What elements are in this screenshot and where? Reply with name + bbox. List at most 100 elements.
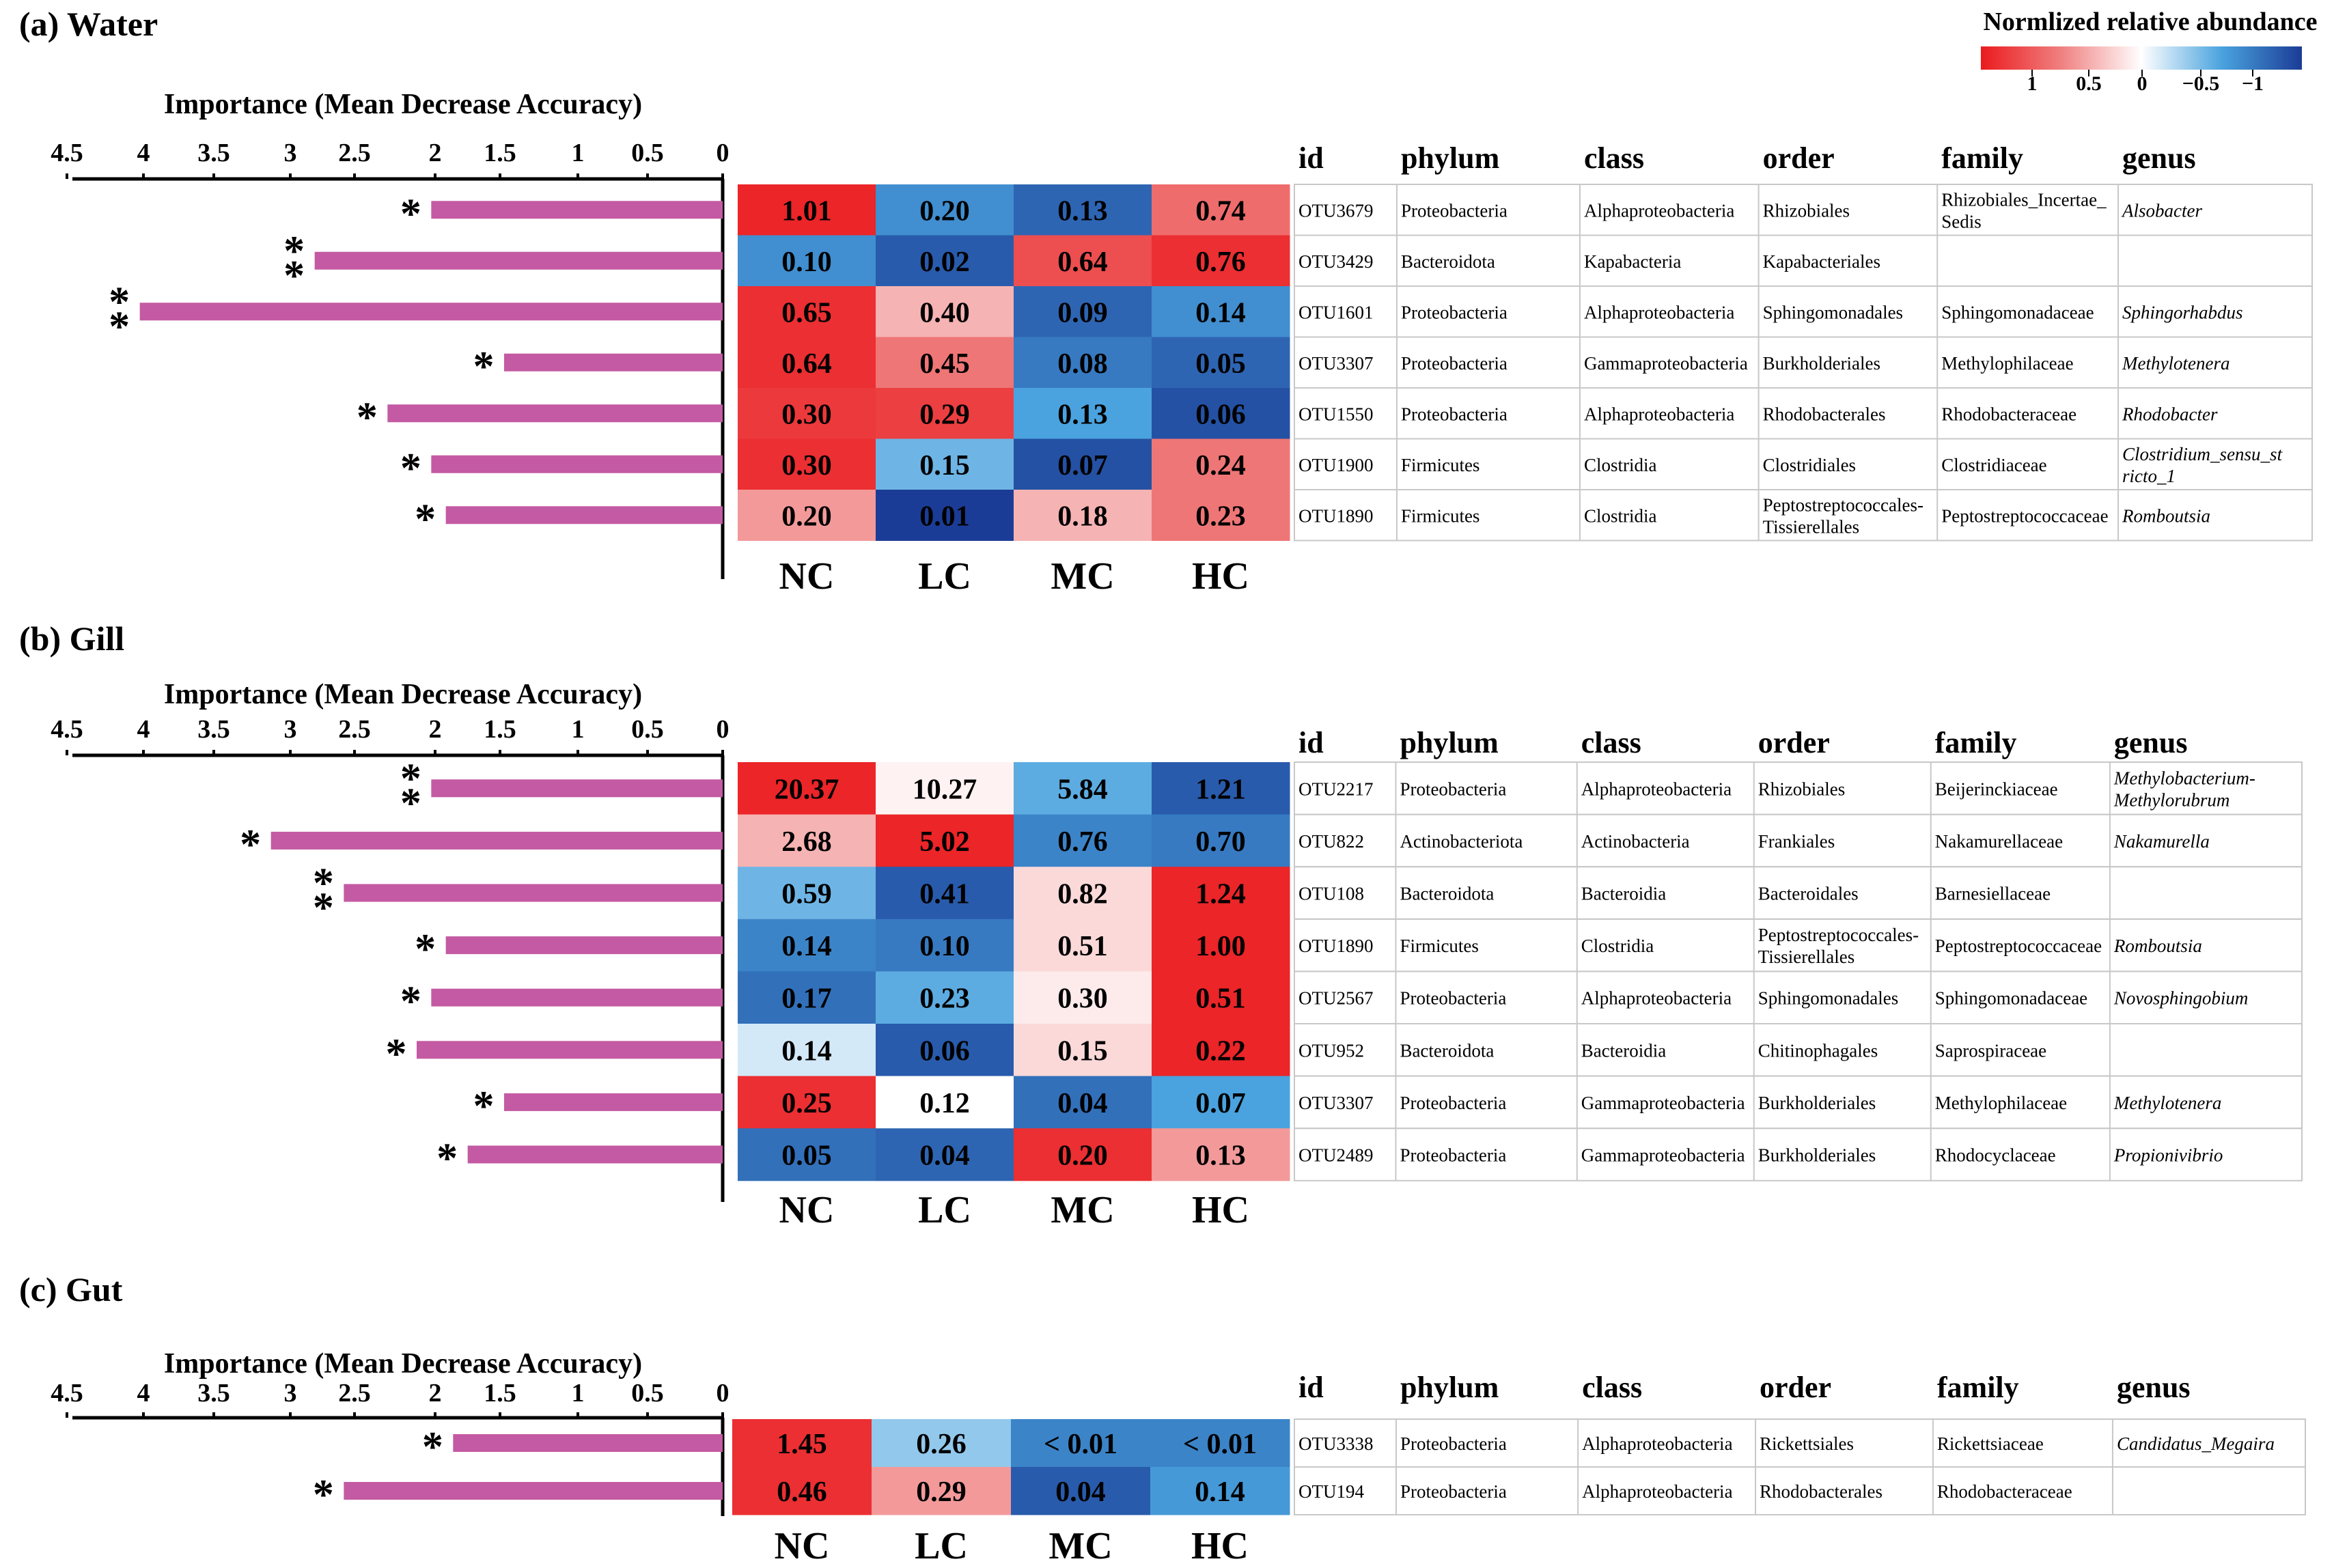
heatmap-cell — [738, 971, 876, 1024]
heatmap-value: 0.14 — [781, 1035, 832, 1067]
panel-gill: (b) Gill Importance (Mean Decrease Accura… — [19, 619, 2303, 1231]
x-tick-label: 2.5 — [338, 715, 371, 744]
heatmap-value: < 0.01 — [1044, 1429, 1117, 1460]
heatmap-cell — [1014, 971, 1152, 1024]
heatmap-cell — [1014, 388, 1152, 439]
heatmap-cell — [738, 1076, 876, 1129]
heatmap-cell — [1152, 337, 1290, 389]
heatmap-value: 0.51 — [1057, 931, 1108, 962]
heatmap-column-label: HC — [1192, 555, 1249, 598]
x-tick-label: 1 — [572, 139, 585, 167]
heatmap-value: 0.10 — [919, 931, 970, 962]
panel-label: (c) Gut — [19, 1270, 123, 1308]
table-header-class: class — [1581, 726, 1641, 759]
heatmap-value: 1.00 — [1195, 931, 1246, 962]
heatmap-value: 0.65 — [781, 297, 832, 328]
x-tick-label: 0.5 — [631, 715, 664, 744]
table-header-family: family — [1937, 1371, 2019, 1404]
table-cell-class: Bacteroidia — [1581, 884, 1666, 904]
panel-label: (a) Water — [19, 5, 158, 43]
importance-bar — [453, 1434, 723, 1452]
significance-star: * — [240, 822, 261, 868]
heatmap-cell — [738, 1128, 876, 1181]
x-tick-label: 3 — [284, 139, 297, 167]
table-cell-family: Clostridiaceae — [1941, 455, 2046, 475]
table-cell-id: OTU194 — [1298, 1481, 1364, 1502]
heatmap-cell — [876, 388, 1014, 439]
heatmap-cell — [872, 1419, 1012, 1468]
table-header-phylum: phylum — [1400, 1371, 1499, 1404]
panel-gut: (c) Gut Importance (Mean Decrease Accurac… — [19, 1270, 2306, 1567]
heatmap-cell — [1152, 867, 1290, 920]
table-cell-genus: Methylobacterium-Methylorubrum — [2113, 768, 2255, 810]
heatmap-cell — [1014, 286, 1152, 337]
table-cell-genus: Alsobacter — [2121, 200, 2202, 221]
table-cell-order: Frankiales — [1758, 831, 1835, 852]
heatmap-cell — [738, 235, 876, 287]
importance-bar — [431, 455, 723, 473]
heatmap-value: 0.13 — [1057, 195, 1108, 227]
heatmap-value: 0.59 — [781, 879, 832, 910]
table-cell-family: Rickettsiaceae — [1937, 1433, 2044, 1454]
heatmap-cell — [738, 184, 876, 236]
importance-bar — [445, 506, 723, 524]
x-tick-label: 0.5 — [631, 139, 664, 167]
table-cell-family: Methylophilaceae — [1941, 353, 2073, 374]
table-row — [1294, 1128, 2303, 1181]
heatmap-cell — [1152, 1076, 1290, 1129]
significance-star: * — [400, 191, 421, 237]
table-header-order: order — [1760, 1371, 1831, 1404]
x-tick-label: 1.5 — [484, 139, 516, 167]
importance-bar — [270, 831, 723, 850]
heatmap-value: 0.09 — [1057, 297, 1108, 328]
heatmap-value: 0.70 — [1195, 826, 1246, 858]
heatmap-cell — [1014, 1024, 1152, 1077]
heatmap-value: 0.20 — [781, 501, 832, 532]
legend-tick-label: −1 — [2242, 72, 2264, 95]
heatmap-cell — [1152, 919, 1290, 972]
table-cell-class: Clostridia — [1584, 455, 1657, 475]
table-cell-class: Clostridia — [1584, 505, 1657, 526]
heatmap-cell — [1152, 490, 1290, 541]
table-cell-id: OTU3429 — [1298, 251, 1374, 272]
table-cell-genus: Rhodobacter — [2122, 404, 2218, 424]
heatmap-value: 0.23 — [1195, 501, 1246, 532]
importance-bar — [417, 1041, 723, 1059]
heatmap-value: < 0.01 — [1183, 1429, 1257, 1460]
heatmap-value: 0.04 — [1055, 1476, 1106, 1508]
heatmap-column-label: MC — [1051, 1189, 1114, 1231]
heatmap-cell — [876, 337, 1014, 389]
heatmap-cell — [1152, 235, 1290, 287]
heatmap-cell — [738, 1024, 876, 1077]
table-cell-family: Saprospiraceae — [1935, 1040, 2046, 1061]
heatmap-cell — [738, 867, 876, 920]
table-cell-id: OTU3307 — [1298, 353, 1374, 374]
heatmap-value: 1.21 — [1195, 774, 1246, 805]
heatmap-column-label: HC — [1191, 1525, 1249, 1565]
table-cell-class: Alphaproteobacteria — [1582, 1481, 1732, 1502]
significance-star: * * — [400, 755, 421, 826]
heatmap-cell — [1152, 286, 1290, 337]
table-cell-order: Rhizobiales — [1763, 200, 1850, 221]
x-tick-label: 1 — [572, 1379, 585, 1408]
heatmap-value: 0.26 — [916, 1429, 967, 1460]
x-tick-label: 3.5 — [197, 1379, 230, 1408]
table-cell-order: Burkholderiales — [1758, 1145, 1876, 1166]
heatmap-column-label: NC — [775, 1525, 830, 1565]
table-cell-class: Alphaproteobacteria — [1581, 988, 1732, 1009]
heatmap-column-label: HC — [1192, 1189, 1249, 1231]
heatmap-value: 20.37 — [775, 774, 839, 805]
significance-star: * — [473, 344, 495, 390]
heatmap-value: 0.64 — [1057, 247, 1108, 278]
heatmap-cell — [1152, 1024, 1290, 1077]
heatmap-cell — [1152, 762, 1290, 815]
table-cell-family: Nakamurellaceae — [1935, 831, 2063, 852]
table-cell-phylum: Proteobacteria — [1400, 1093, 1506, 1113]
heatmap-cell — [876, 286, 1014, 337]
heatmap-cell — [1150, 1467, 1290, 1515]
heatmap-column-label: MC — [1051, 555, 1114, 598]
heatmap-cell — [1152, 184, 1290, 236]
heatmap-value: 0.23 — [919, 983, 970, 1015]
table-cell-class: Gammaproteobacteria — [1581, 1145, 1745, 1166]
table-cell-phylum: Firmicutes — [1401, 455, 1480, 475]
